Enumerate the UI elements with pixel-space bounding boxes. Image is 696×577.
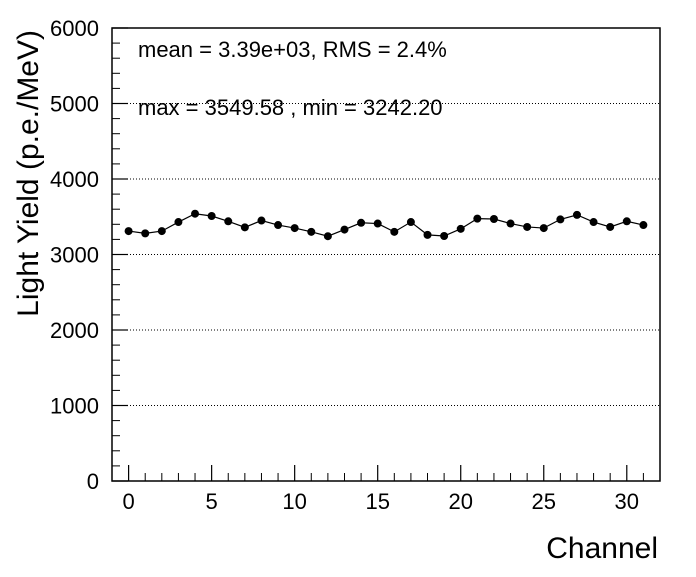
data-point	[423, 230, 432, 239]
x-axis-label: Channel	[546, 532, 658, 565]
annotation-mean-rms: mean = 3.39e+03, RMS = 2.4%	[138, 37, 447, 62]
data-point	[357, 218, 366, 227]
x-tick-label: 25	[532, 489, 556, 514]
data-point	[174, 218, 183, 227]
data-point	[274, 221, 283, 230]
data-point	[141, 229, 150, 238]
annotation-max-min: max = 3549.58 , min = 3242.20	[138, 95, 443, 120]
y-tick-label: 6000	[50, 16, 99, 41]
data-point	[290, 224, 299, 233]
ticks-layer	[111, 27, 661, 482]
data-point	[639, 221, 648, 230]
data-point	[440, 232, 449, 241]
data-point	[473, 214, 482, 223]
y-tick-label: 1000	[50, 394, 99, 419]
data-point	[456, 224, 465, 233]
data-point	[572, 210, 581, 219]
data-point	[373, 219, 382, 228]
x-tick-label: 30	[615, 489, 639, 514]
data-point	[323, 232, 332, 241]
x-tick-label: 10	[282, 489, 306, 514]
data-point	[257, 216, 266, 225]
data-point	[307, 227, 316, 236]
data-point	[240, 223, 249, 232]
data-point	[207, 211, 216, 220]
data-point	[191, 209, 200, 218]
y-axis-label: Light Yield (p.e./MeV)	[12, 30, 45, 317]
annotation-layer: mean = 3.39e+03, RMS = 2.4% max = 3549.5…	[138, 37, 447, 120]
series-line	[128, 213, 644, 237]
data-point	[489, 215, 498, 224]
data-point	[539, 224, 548, 233]
y-tick-label: 5000	[50, 92, 99, 117]
data-point	[589, 218, 598, 227]
y-tick-label: 0	[87, 469, 99, 494]
y-tick-label: 4000	[50, 167, 99, 192]
x-tick-label: 20	[448, 489, 472, 514]
data-point	[390, 227, 399, 236]
x-tick-label: 5	[206, 489, 218, 514]
data-point	[556, 215, 565, 224]
data-point	[157, 227, 166, 236]
data-point	[523, 222, 532, 231]
series-layer	[124, 209, 648, 241]
y-tick-label: 3000	[50, 243, 99, 268]
data-point	[406, 218, 415, 227]
y-tick-label: 2000	[50, 318, 99, 343]
data-point	[506, 219, 515, 228]
tick-labels-layer: 0 1000 2000 3000 4000 5000 6000 0 5 10 15 20 25 30	[50, 16, 639, 514]
data-point	[606, 222, 615, 231]
data-point	[622, 217, 631, 226]
x-tick-label: 15	[365, 489, 389, 514]
data-point	[340, 225, 349, 234]
data-point	[224, 217, 233, 226]
x-tick-label: 0	[122, 489, 134, 514]
data-point	[124, 227, 133, 236]
grid-layer	[112, 103, 660, 406]
